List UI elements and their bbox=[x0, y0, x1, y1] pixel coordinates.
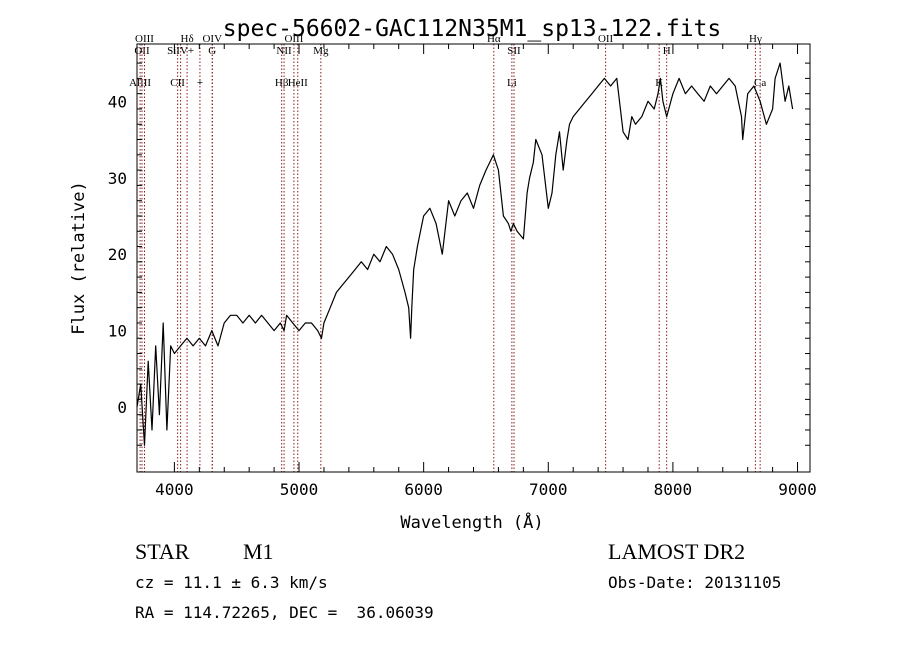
line-label: Hδ bbox=[181, 33, 194, 45]
x-tick-label: 6000 bbox=[404, 480, 443, 499]
line-label: Hβ bbox=[275, 77, 289, 89]
spectrum-chart: spec-56602-GAC112N35M1_sp13-122.fits Wav… bbox=[69, 16, 817, 533]
y-axis-label: Flux (relative) bbox=[69, 181, 89, 335]
line-label: AlIII bbox=[129, 77, 151, 89]
survey-name: LAMOST DR2 bbox=[608, 539, 746, 564]
line-label: OII bbox=[598, 33, 614, 45]
x-tick-label: 8000 bbox=[654, 480, 693, 499]
y-tick-label: 30 bbox=[108, 169, 127, 188]
line-label: NII bbox=[276, 45, 292, 57]
spectrum-series bbox=[136, 62, 794, 446]
line-label: Li bbox=[507, 77, 517, 89]
line-label: Hγ bbox=[749, 33, 762, 45]
object-subclass: M1 bbox=[243, 539, 274, 564]
x-axis-label: Wavelength (Å) bbox=[400, 511, 543, 533]
line-label: OII bbox=[134, 45, 150, 57]
y-tick-label: 40 bbox=[108, 92, 127, 111]
spectral-line-markers: AlIIIOIIOIIICIISiIV+Hδ+GOIVHβNIIOIIIHeII… bbox=[129, 33, 766, 472]
line-label: + bbox=[197, 77, 203, 89]
line-label: OIII bbox=[284, 33, 303, 45]
line-label: Mg bbox=[313, 45, 329, 57]
observation-date: Obs-Date: 20131105 bbox=[608, 573, 782, 592]
line-label: H bbox=[663, 45, 671, 57]
y-tick-label: 10 bbox=[108, 322, 127, 341]
line-label: OIV bbox=[202, 33, 222, 45]
y-tick-label: 20 bbox=[108, 245, 127, 264]
x-tick-label: 7000 bbox=[529, 480, 568, 499]
line-label: Ca bbox=[754, 77, 766, 89]
line-label: HeII bbox=[288, 77, 308, 89]
line-label: SII bbox=[507, 45, 521, 57]
redshift-velocity: cz = 11.1 ± 6.3 km/s bbox=[135, 573, 328, 592]
plot-frame bbox=[136, 43, 811, 473]
x-tick-label: 9000 bbox=[778, 480, 817, 499]
axes: 4000 5000 6000 7000 8000 9000 0 10 20 30 40 bbox=[108, 43, 817, 499]
chart-title: spec-56602-GAC112N35M1_sp13-122.fits bbox=[223, 16, 722, 42]
line-label: OIII bbox=[135, 33, 154, 45]
line-label: Hα bbox=[487, 33, 501, 45]
coordinates: RA = 114.72265, DEC = 36.06039 bbox=[135, 603, 434, 622]
y-tick-label: 0 bbox=[117, 398, 127, 417]
x-tick-label: 5000 bbox=[280, 480, 319, 499]
object-class: STAR bbox=[135, 539, 190, 564]
line-label: CII bbox=[170, 77, 185, 89]
spectrum-line bbox=[136, 62, 794, 446]
x-tick-label: 4000 bbox=[155, 480, 194, 499]
line-label: SiIV+ bbox=[167, 45, 194, 57]
